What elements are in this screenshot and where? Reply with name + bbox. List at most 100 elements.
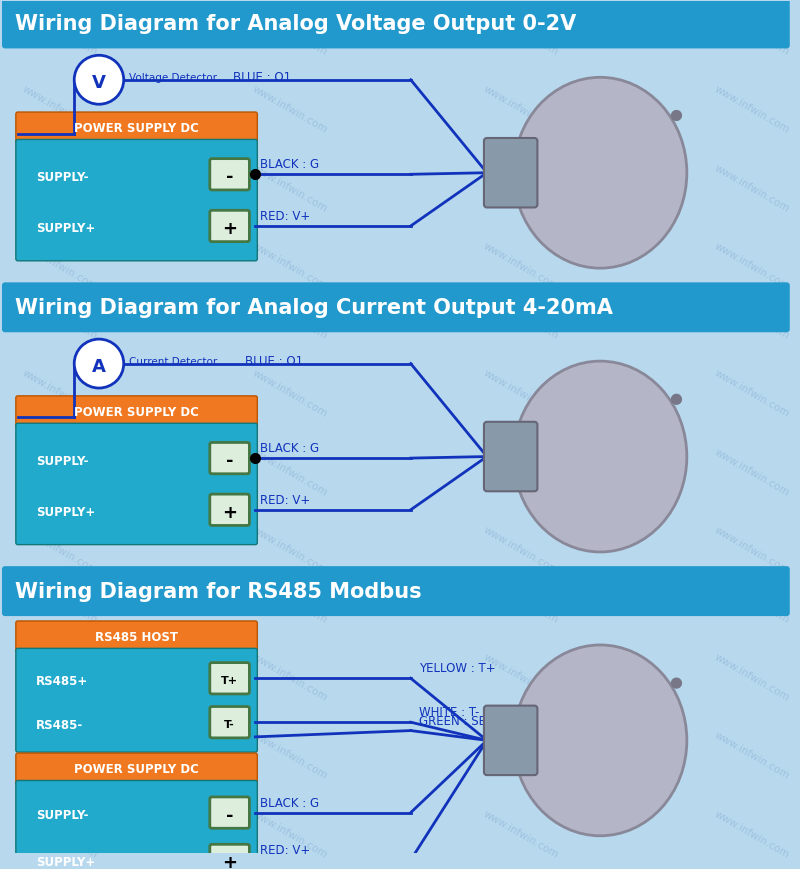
Circle shape (671, 111, 682, 121)
Text: www.infwin.com: www.infwin.com (251, 368, 330, 419)
Text: SUPPLY+: SUPPLY+ (36, 506, 95, 519)
Text: RED: V+: RED: V+ (260, 494, 310, 507)
Text: www.infwin.com: www.infwin.com (713, 289, 791, 341)
FancyBboxPatch shape (16, 780, 258, 869)
Text: BLACK : G: BLACK : G (260, 158, 319, 171)
Text: www.infwin.com: www.infwin.com (713, 524, 791, 575)
Text: A: A (92, 357, 106, 375)
Text: SUPPLY-: SUPPLY- (36, 808, 88, 821)
Text: www.infwin.com: www.infwin.com (482, 652, 561, 702)
FancyBboxPatch shape (16, 140, 258, 262)
Text: SUPPLY+: SUPPLY+ (36, 855, 95, 868)
FancyBboxPatch shape (484, 139, 538, 209)
Circle shape (671, 679, 682, 688)
Text: www.infwin.com: www.infwin.com (482, 84, 561, 136)
Text: SUPPLY-: SUPPLY- (36, 170, 88, 183)
Text: +: + (222, 220, 237, 237)
Text: YELLOW : T+: YELLOW : T+ (418, 661, 495, 674)
Circle shape (671, 395, 682, 405)
Text: www.infwin.com: www.infwin.com (482, 289, 561, 341)
Circle shape (74, 340, 124, 388)
FancyBboxPatch shape (0, 0, 794, 289)
Text: RS485-: RS485- (36, 718, 83, 731)
Text: www.infwin.com: www.infwin.com (713, 730, 791, 780)
FancyBboxPatch shape (210, 443, 250, 474)
Text: www.infwin.com: www.infwin.com (713, 163, 791, 214)
Text: BLUE : O1: BLUE : O1 (246, 355, 303, 368)
Text: www.infwin.com: www.infwin.com (251, 730, 330, 780)
Text: Wiring Diagram for Analog Voltage Output 0-2V: Wiring Diagram for Analog Voltage Output… (15, 15, 576, 35)
FancyBboxPatch shape (16, 113, 258, 144)
FancyBboxPatch shape (16, 396, 258, 428)
Text: www.infwin.com: www.infwin.com (713, 368, 791, 419)
Text: www.infwin.com: www.infwin.com (251, 163, 330, 214)
Text: Wiring Diagram for RS485 Modbus: Wiring Diagram for RS485 Modbus (15, 581, 422, 601)
FancyBboxPatch shape (210, 706, 250, 738)
Text: BLACK : G: BLACK : G (260, 441, 319, 454)
Text: www.infwin.com: www.infwin.com (251, 241, 330, 292)
Text: www.infwin.com: www.infwin.com (20, 84, 98, 136)
Text: www.infwin.com: www.infwin.com (482, 368, 561, 419)
FancyBboxPatch shape (2, 567, 790, 616)
Text: V: V (92, 74, 106, 91)
FancyBboxPatch shape (210, 663, 250, 694)
FancyBboxPatch shape (484, 422, 538, 492)
Text: -: - (226, 168, 234, 186)
Text: www.infwin.com: www.infwin.com (482, 6, 561, 57)
Text: -: - (226, 452, 234, 469)
Text: www.infwin.com: www.infwin.com (20, 289, 98, 341)
Text: SUPPLY+: SUPPLY+ (36, 222, 95, 235)
Text: Voltage Detector: Voltage Detector (129, 73, 217, 83)
Text: www.infwin.com: www.infwin.com (482, 730, 561, 780)
FancyBboxPatch shape (0, 567, 794, 856)
FancyBboxPatch shape (210, 797, 250, 828)
Text: www.infwin.com: www.infwin.com (20, 241, 98, 292)
FancyBboxPatch shape (0, 283, 794, 573)
Text: www.infwin.com: www.infwin.com (20, 652, 98, 702)
Text: www.infwin.com: www.infwin.com (482, 524, 561, 575)
Ellipse shape (514, 645, 687, 836)
Text: www.infwin.com: www.infwin.com (482, 163, 561, 214)
FancyBboxPatch shape (16, 753, 258, 785)
Text: www.infwin.com: www.infwin.com (251, 6, 330, 57)
Text: www.infwin.com: www.infwin.com (251, 574, 330, 624)
Text: www.infwin.com: www.infwin.com (20, 808, 98, 859)
FancyBboxPatch shape (2, 0, 790, 50)
Text: www.infwin.com: www.infwin.com (251, 446, 330, 497)
Text: www.infwin.com: www.infwin.com (20, 574, 98, 624)
Text: +: + (222, 853, 237, 869)
Text: www.infwin.com: www.infwin.com (482, 446, 561, 497)
Text: www.infwin.com: www.infwin.com (251, 84, 330, 136)
Text: www.infwin.com: www.infwin.com (20, 446, 98, 497)
Text: BLACK : G: BLACK : G (260, 796, 319, 809)
FancyBboxPatch shape (16, 621, 258, 653)
FancyBboxPatch shape (16, 424, 258, 545)
Text: RS485 HOST: RS485 HOST (95, 630, 178, 643)
Circle shape (74, 56, 124, 105)
Text: -: - (226, 806, 234, 824)
Text: +: + (222, 503, 237, 521)
Text: WHITE : T-: WHITE : T- (418, 706, 479, 719)
Text: RS485+: RS485+ (36, 674, 88, 687)
Text: www.infwin.com: www.infwin.com (251, 808, 330, 859)
Text: www.infwin.com: www.infwin.com (713, 446, 791, 497)
Text: www.infwin.com: www.infwin.com (20, 163, 98, 214)
Text: T+: T+ (221, 675, 238, 686)
Text: T-: T- (224, 720, 235, 729)
Text: POWER SUPPLY DC: POWER SUPPLY DC (74, 762, 199, 775)
Ellipse shape (514, 362, 687, 553)
Text: SUPPLY-: SUPPLY- (36, 454, 88, 467)
Text: POWER SUPPLY DC: POWER SUPPLY DC (74, 122, 199, 135)
Text: www.infwin.com: www.infwin.com (20, 368, 98, 419)
Text: www.infwin.com: www.infwin.com (713, 6, 791, 57)
Text: www.infwin.com: www.infwin.com (482, 574, 561, 624)
FancyBboxPatch shape (484, 706, 538, 775)
FancyBboxPatch shape (2, 283, 790, 333)
Text: BLUE : O1: BLUE : O1 (233, 71, 290, 84)
Text: www.infwin.com: www.infwin.com (20, 6, 98, 57)
Text: www.infwin.com: www.infwin.com (713, 84, 791, 136)
Text: POWER SUPPLY DC: POWER SUPPLY DC (74, 406, 199, 419)
Text: RED: V+: RED: V+ (260, 209, 310, 222)
Text: www.infwin.com: www.infwin.com (20, 524, 98, 575)
Text: www.infwin.com: www.infwin.com (482, 808, 561, 859)
